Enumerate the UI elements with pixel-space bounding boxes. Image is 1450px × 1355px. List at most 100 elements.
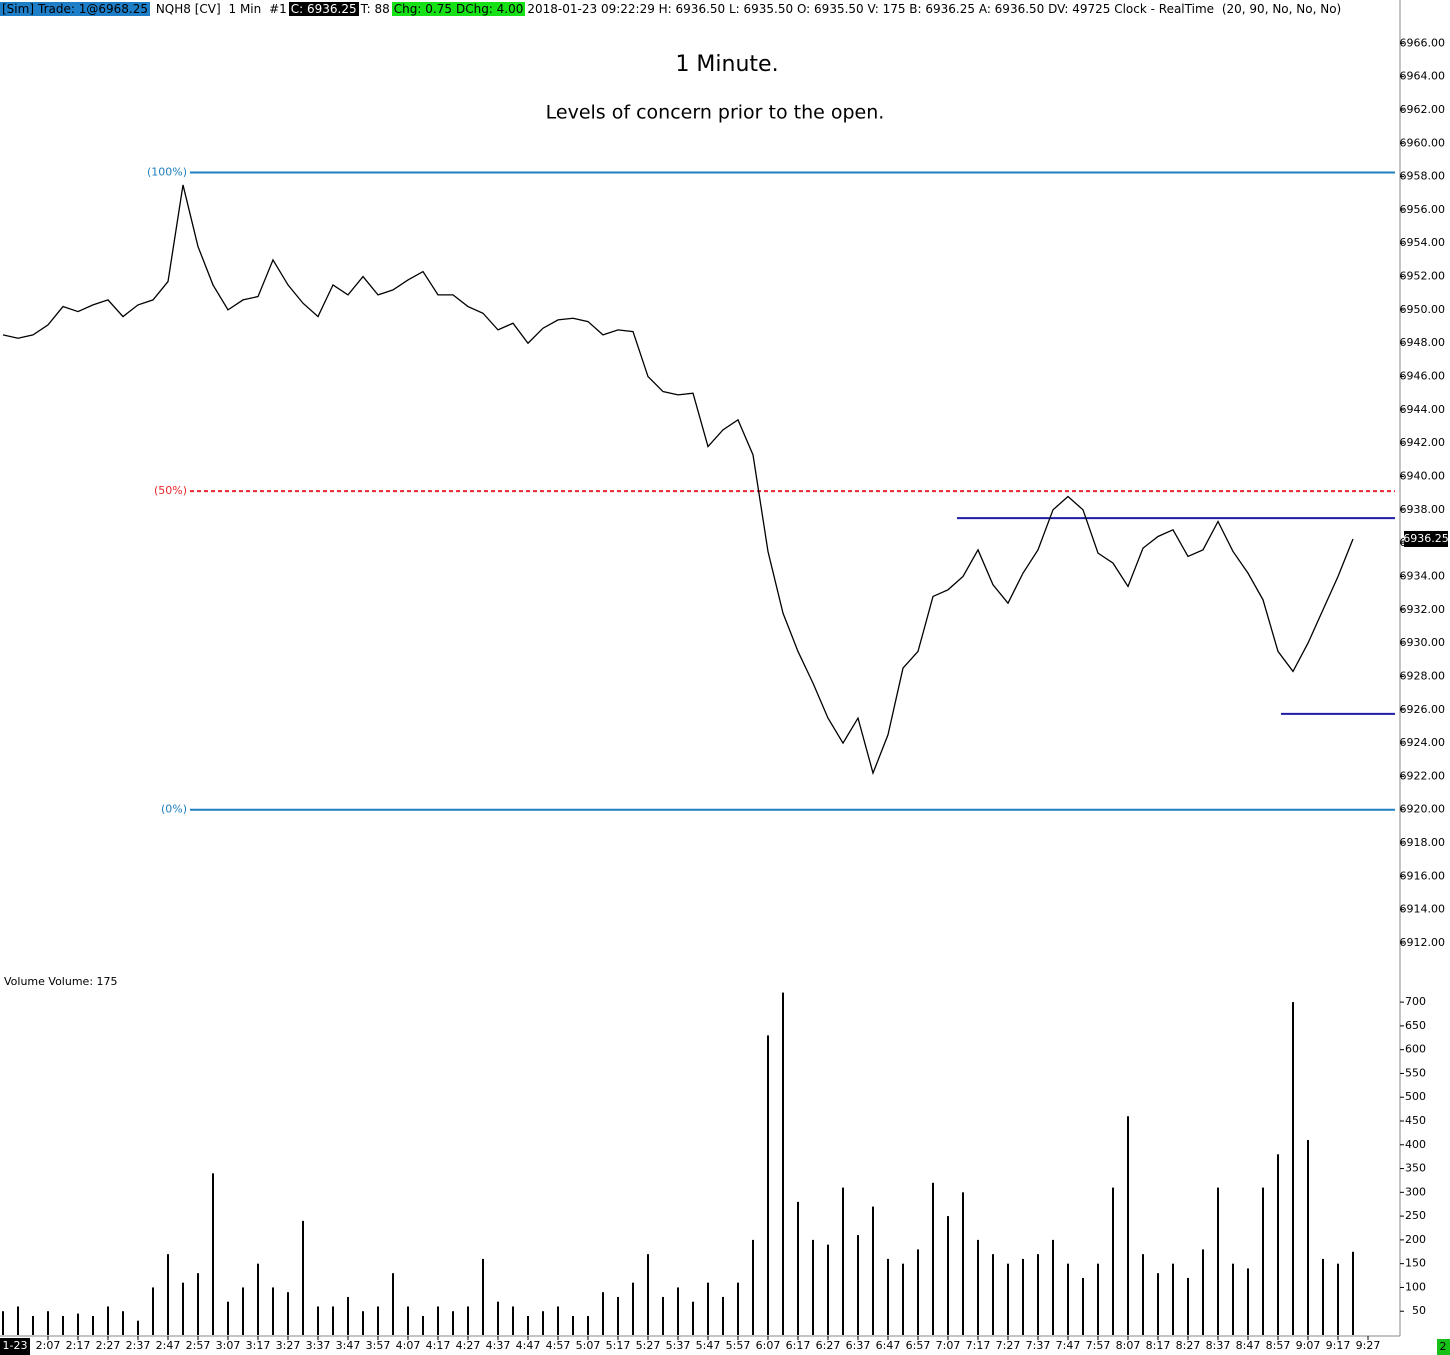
account: [Sim] xyxy=(0,2,37,16)
status-bar: [Sim] Trade: 1@6968.25 NQH8 [CV] 1 Min #1… xyxy=(0,0,1343,20)
volume-bar xyxy=(1247,1268,1249,1335)
volume-bar xyxy=(887,1258,889,1335)
volume-title: Volume Volume: 175 xyxy=(4,975,118,988)
y-tick-label: 550 xyxy=(1405,1066,1426,1079)
volume-bar xyxy=(857,1235,859,1335)
volume-bar xyxy=(1337,1263,1339,1335)
volume-bar xyxy=(782,992,784,1335)
volume-bar xyxy=(242,1287,244,1335)
volume-bar xyxy=(767,1035,769,1335)
volume-bar xyxy=(1202,1249,1204,1335)
volume-bar xyxy=(1307,1140,1309,1335)
date-label: 1-23 xyxy=(3,1339,28,1352)
volume-bar xyxy=(362,1311,364,1335)
volume-bar xyxy=(1232,1263,1234,1335)
volume-bar xyxy=(227,1301,229,1335)
volume-bar xyxy=(992,1254,994,1335)
x-tick-label: 7:27 xyxy=(996,1339,1021,1352)
x-tick-label: 3:17 xyxy=(246,1339,271,1352)
volume-bar xyxy=(1037,1254,1039,1335)
volume-bar xyxy=(392,1273,394,1335)
y-tick-label: 6922.00 xyxy=(1400,769,1446,782)
y-tick-label: 600 xyxy=(1405,1043,1426,1056)
volume-bar xyxy=(32,1315,34,1335)
volume-bar xyxy=(497,1301,499,1335)
y-tick-label: 50 xyxy=(1412,1304,1426,1317)
x-tick-label: 8:17 xyxy=(1146,1339,1171,1352)
volume-bar xyxy=(302,1220,304,1335)
y-tick-label: 6960.00 xyxy=(1400,136,1446,149)
volume-bar xyxy=(827,1244,829,1335)
volume-bar xyxy=(407,1306,409,1335)
volume-bar xyxy=(812,1239,814,1335)
level-label: (100%) xyxy=(147,165,187,178)
x-tick-label: 6:47 xyxy=(876,1339,901,1352)
x-tick-label: 2:27 xyxy=(96,1339,121,1352)
volume-bar xyxy=(107,1306,109,1335)
volume-bar xyxy=(1217,1187,1219,1335)
volume-bar xyxy=(512,1306,514,1335)
volume-bar xyxy=(182,1282,184,1335)
x-tick-label: 8:07 xyxy=(1116,1339,1141,1352)
x-tick-label: 2:37 xyxy=(126,1339,151,1352)
volume-bar xyxy=(917,1249,919,1335)
x-tick-label: 4:57 xyxy=(546,1339,571,1352)
y-tick-label: 500 xyxy=(1405,1090,1426,1103)
last-price: 6936.25 xyxy=(1403,532,1449,545)
volume-bar xyxy=(197,1273,199,1335)
volume-bar xyxy=(377,1306,379,1335)
volume-bar xyxy=(422,1315,424,1335)
y-tick-label: 100 xyxy=(1405,1280,1426,1293)
x-tick-label: 7:17 xyxy=(966,1339,991,1352)
volume-bar xyxy=(1082,1277,1084,1335)
x-tick-label: 2:07 xyxy=(36,1339,61,1352)
volume-bar xyxy=(797,1201,799,1335)
volume-bar xyxy=(212,1173,214,1335)
volume-bar xyxy=(1097,1263,1099,1335)
volume-bar xyxy=(1067,1263,1069,1335)
volume-bar xyxy=(1127,1116,1129,1335)
interval: 1 Min xyxy=(228,2,262,16)
y-tick-label: 6952.00 xyxy=(1400,270,1446,283)
y-tick-label: 6918.00 xyxy=(1400,836,1446,849)
volume-bar xyxy=(17,1306,19,1335)
y-tick-label: 6914.00 xyxy=(1400,903,1446,916)
volume-bar xyxy=(47,1311,49,1335)
x-tick-label: 5:07 xyxy=(576,1339,601,1352)
day-change: DChg: 4.00 xyxy=(453,2,526,16)
close: C: 6936.25 xyxy=(288,2,359,16)
x-tick-label: 4:07 xyxy=(396,1339,421,1352)
volume-bar xyxy=(467,1306,469,1335)
volume-bar xyxy=(62,1315,64,1335)
change: Chg: 0.75 xyxy=(391,2,454,16)
volume-bar xyxy=(602,1292,604,1335)
y-tick-label: 6962.00 xyxy=(1400,103,1446,116)
footer-badge: 2 xyxy=(1440,1340,1447,1353)
volume-bar xyxy=(587,1315,589,1335)
volume-bar xyxy=(557,1306,559,1335)
x-tick-label: 6:17 xyxy=(786,1339,811,1352)
x-tick-label: 9:07 xyxy=(1296,1339,1321,1352)
volume-bar xyxy=(1187,1277,1189,1335)
volume-bar xyxy=(332,1306,334,1335)
x-tick-label: 5:37 xyxy=(666,1339,691,1352)
x-tick-label: 7:07 xyxy=(936,1339,961,1352)
y-tick-label: 300 xyxy=(1405,1185,1426,1198)
x-tick-label: 3:27 xyxy=(276,1339,301,1352)
params: (20, 90, No, No, No) xyxy=(1221,2,1342,16)
volume-bar xyxy=(437,1306,439,1335)
chart-id: #1 xyxy=(269,2,287,16)
volume-bar xyxy=(527,1315,529,1335)
level-label: (0%) xyxy=(161,803,187,816)
y-tick-label: 350 xyxy=(1405,1162,1426,1175)
volume-bar xyxy=(92,1315,94,1335)
volume-bar xyxy=(842,1187,844,1335)
y-tick-label: 6930.00 xyxy=(1400,636,1446,649)
y-tick-label: 6942.00 xyxy=(1400,436,1446,449)
last-price-bg xyxy=(1404,530,1448,547)
chart-title: 1 Minute. xyxy=(675,52,778,77)
x-tick-label: 5:17 xyxy=(606,1339,631,1352)
y-tick-label: 6954.00 xyxy=(1400,236,1446,249)
x-tick-label: 6:07 xyxy=(756,1339,781,1352)
y-tick-label: 250 xyxy=(1405,1209,1426,1222)
